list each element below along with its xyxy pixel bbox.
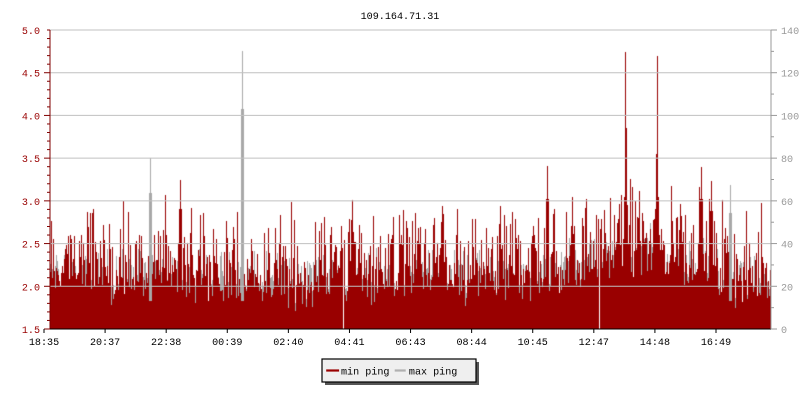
- svg-text:3.0: 3.0: [22, 198, 40, 209]
- svg-text:3.5: 3.5: [22, 155, 40, 166]
- svg-text:14:48: 14:48: [640, 338, 670, 349]
- svg-text:20:37: 20:37: [90, 338, 120, 349]
- svg-text:min ping: min ping: [341, 367, 389, 379]
- svg-text:120: 120: [781, 70, 799, 81]
- svg-text:02:40: 02:40: [273, 338, 303, 349]
- svg-text:20: 20: [781, 283, 793, 294]
- svg-text:4.0: 4.0: [22, 112, 40, 123]
- svg-text:12:47: 12:47: [579, 338, 609, 349]
- svg-text:140: 140: [781, 27, 799, 38]
- svg-text:06:43: 06:43: [395, 338, 425, 349]
- svg-text:40: 40: [781, 241, 793, 252]
- svg-text:1.5: 1.5: [22, 326, 40, 337]
- svg-text:16:49: 16:49: [701, 338, 731, 349]
- svg-text:08:44: 08:44: [456, 338, 486, 349]
- svg-text:109.164.71.31: 109.164.71.31: [361, 12, 440, 23]
- svg-text:18:35: 18:35: [29, 338, 59, 349]
- svg-text:0: 0: [781, 326, 787, 337]
- svg-text:max ping: max ping: [409, 367, 457, 379]
- svg-text:22:38: 22:38: [151, 338, 181, 349]
- svg-text:4.5: 4.5: [22, 70, 40, 81]
- svg-text:2.0: 2.0: [22, 283, 40, 294]
- svg-text:100: 100: [781, 112, 799, 123]
- svg-text:2.5: 2.5: [22, 241, 40, 252]
- svg-text:60: 60: [781, 198, 793, 209]
- svg-text:00:39: 00:39: [212, 338, 242, 349]
- svg-text:5.0: 5.0: [22, 27, 40, 38]
- svg-text:04:41: 04:41: [334, 338, 364, 349]
- svg-text:10:45: 10:45: [518, 338, 548, 349]
- svg-text:80: 80: [781, 155, 793, 166]
